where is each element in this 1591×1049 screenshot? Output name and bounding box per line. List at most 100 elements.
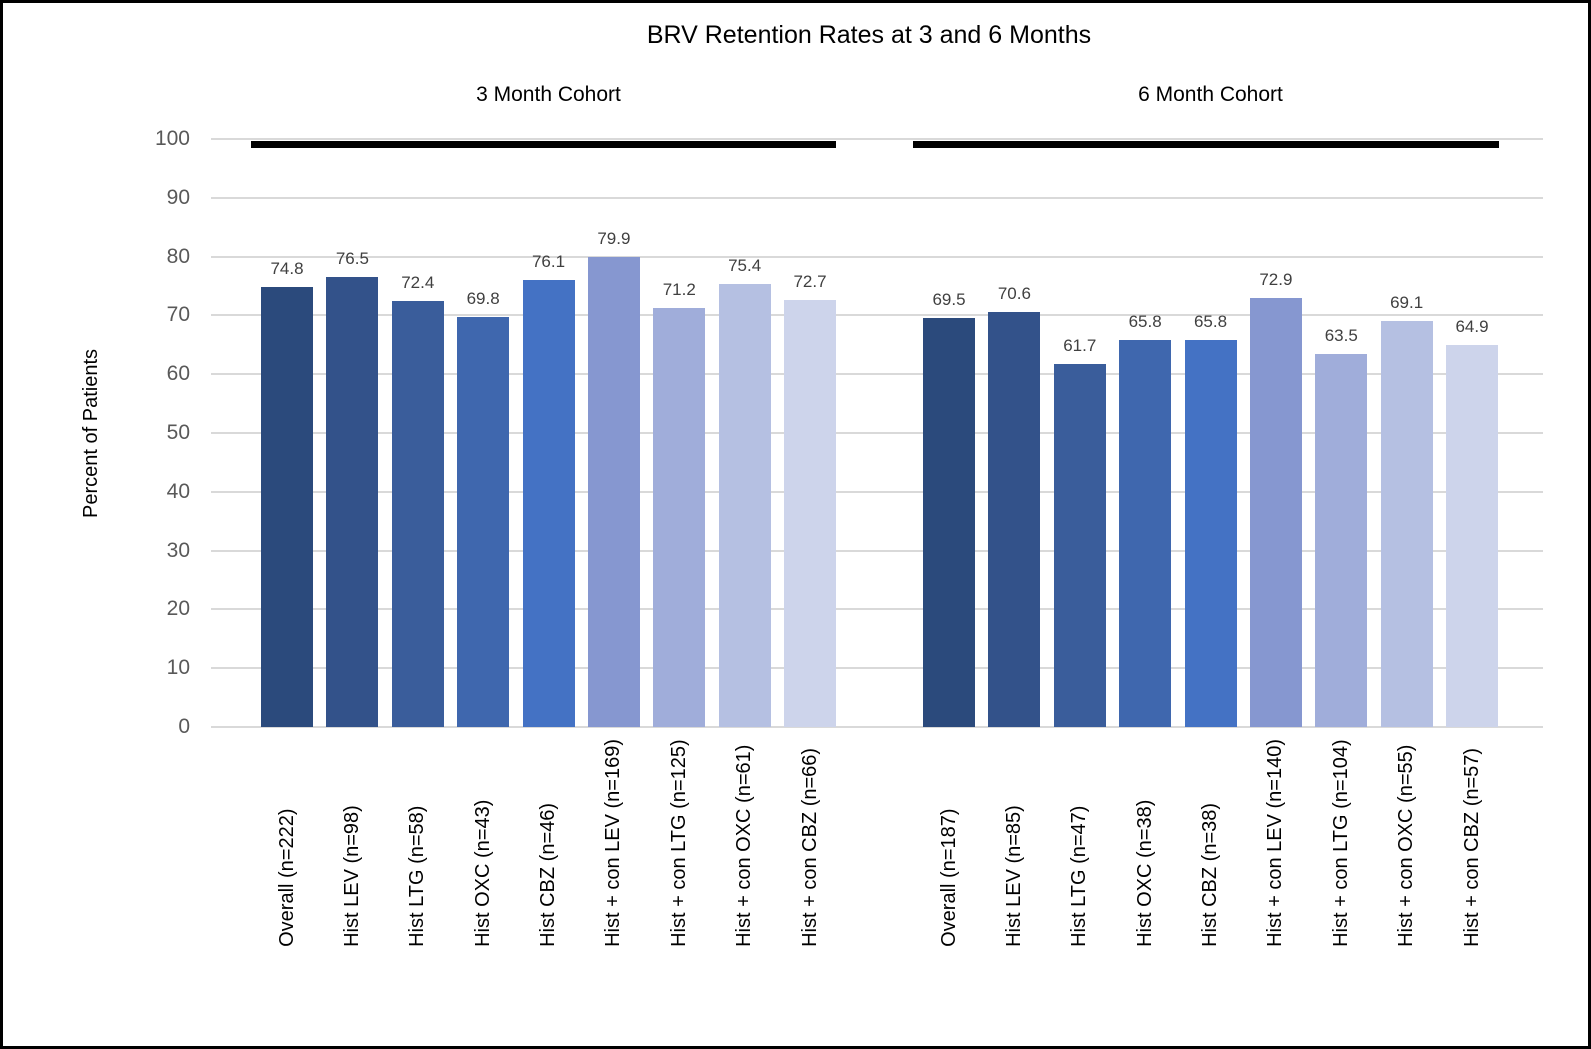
category-label: Hist LTG (n=58) [406,805,429,947]
category-label: Hist + con LTG (n=125) [667,739,690,947]
bars-group-3-month: 74.8 76.5 72.4 69.8 76.1 79.9 71.2 75.4 72.7 [261,139,836,727]
value-label: 79.9 [597,229,631,249]
y-tick-label-0: 0 [178,715,190,738]
bar-cell: 61.7 [1053,139,1106,727]
y-tick-label-70: 70 [166,303,190,327]
category-label: Hist + con CBZ (n=57) [1460,747,1483,947]
category-cell: Hist OXC (n=43) [457,739,509,947]
value-label: 69.8 [466,288,500,308]
bar-hist-con-lev-n-169 [587,257,640,727]
gridline-100 [211,138,1543,140]
category-cell: Hist CBZ (n=38) [1185,739,1237,947]
chart-title: BRV Retention Rates at 3 and 6 Months [646,21,1092,49]
category-cell: Hist CBZ (n=46) [523,739,575,947]
y-tick-label-20: 20 [166,597,190,621]
bar-overall-n-187 [923,318,975,727]
category-label: Hist + con LTG (n=104) [1329,739,1352,947]
value-label: 64.9 [1455,317,1489,337]
bar-cell: 70.6 [988,139,1041,727]
y-tick-label-60: 60 [166,362,190,386]
category-label: Overall (n=222) [275,808,298,947]
y-axis-tick-labels: 0 10 20 30 40 50 60 70 80 90 100 [103,127,190,738]
bar-hist-con-oxc-n-55 [1380,320,1433,727]
category-cell: Hist + con LTG (n=125) [653,739,705,947]
category-label: Hist + con CBZ (n=66) [798,747,821,947]
bar-hist-con-lev-n-140 [1249,298,1302,727]
bar-cell: 72.9 [1249,139,1302,727]
bar-cell: 71.2 [653,139,706,727]
category-label: Hist CBZ (n=46) [537,802,559,947]
gridline-70 [211,314,1543,317]
bar-hist-con-ltg-n-104 [1315,353,1368,727]
bar-cell: 69.1 [1380,139,1433,727]
bar-hist-ltg-n-47 [1053,364,1106,727]
category-label: Hist LTG (n=47) [1068,805,1091,947]
value-label: 76.1 [531,251,566,271]
value-label: 72.4 [401,273,435,293]
value-label: 69.1 [1390,292,1424,312]
value-label: 61.7 [1063,336,1097,356]
value-label: 71.2 [662,280,696,300]
bar-cell: 72.7 [784,139,836,727]
category-cell: Overall (n=187) [923,739,975,947]
bar-hist-lev-n-98 [326,277,379,727]
bar-hist-oxc-n-38 [1119,340,1172,727]
gridline-80 [211,255,1543,258]
cohort-header-3-month: 3 Month Cohort [476,83,621,106]
y-tick-label-50: 50 [166,421,190,444]
category-label: Hist + con LEV (n=140) [1264,739,1287,947]
gridline-50 [211,432,1543,434]
value-label: 72.9 [1259,270,1293,290]
y-axis-title: Percent of Patients [79,348,102,518]
category-label: Overall (n=187) [937,808,960,947]
y-tick-label-100: 100 [154,127,190,150]
bar-cell: 75.4 [718,139,771,727]
bar-hist-con-oxc-n-61 [718,283,771,727]
bars-group-6-month: 69.5 70.6 61.7 65.8 65.8 72.9 63.5 69.1 64.9 [923,139,1498,727]
value-label: 69.5 [932,290,966,310]
category-cell: Hist + con OXC (n=61) [719,739,771,947]
category-cell: Hist LTG (n=58) [392,739,444,947]
category-cell: Hist + con LEV (n=140) [1250,739,1302,947]
value-label: 70.6 [997,283,1031,303]
bar-cell: 65.8 [1184,139,1237,727]
category-cell: Overall (n=222) [261,739,313,947]
y-tick-label-30: 30 [166,538,190,562]
category-label: Hist OXC (n=38) [1133,799,1156,947]
bar-hist-cbz-n-46 [522,279,575,727]
category-label: Hist + con OXC (n=55) [1395,744,1418,947]
category-labels-6-month: Overall (n=187) Hist LEV (n=85) Hist LTG (… [923,739,1498,947]
gridline-30 [211,549,1543,552]
value-label: 74.8 [270,259,304,279]
cohort-header-6-month: 6 Month Cohort [1138,83,1283,106]
bar-cell: 63.5 [1315,139,1368,727]
category-cell: Hist + con CBZ (n=57) [1446,739,1498,947]
gridline-20 [211,608,1543,611]
value-label: 65.8 [1193,312,1228,332]
bar-cell: 76.1 [522,139,575,727]
bar-cell: 76.5 [326,139,379,727]
gridline-90 [211,196,1543,199]
bar-hist-con-cbz-n-66 [784,299,836,727]
bar-overall-n-222 [261,287,313,727]
gridline-0 [211,726,1543,728]
category-labels-3-month: Overall (n=222) Hist LEV (n=98) Hist LTG (… [261,739,836,947]
bar-hist-cbz-n-38 [1184,340,1237,727]
gridline-60 [211,373,1543,376]
y-tick-label-10: 10 [166,656,190,680]
category-label: Hist CBZ (n=38) [1199,802,1221,947]
bar-cell: 69.8 [457,139,510,727]
bar-hist-con-ltg-n-125 [653,308,706,727]
value-label: 76.5 [335,249,369,269]
category-cell: Hist LEV (n=98) [326,739,378,947]
y-tick-label-80: 80 [166,244,190,268]
y-tick-label-40: 40 [166,479,190,503]
category-cell: Hist + con LEV (n=169) [588,739,640,947]
value-label: 75.4 [728,255,762,275]
group-span-line-6-month [913,141,1499,148]
bar-cell: 79.9 [587,139,640,727]
bar-cell: 64.9 [1446,139,1498,727]
category-cell: Hist + con CBZ (n=66) [784,739,836,947]
gridline-40 [211,490,1543,493]
